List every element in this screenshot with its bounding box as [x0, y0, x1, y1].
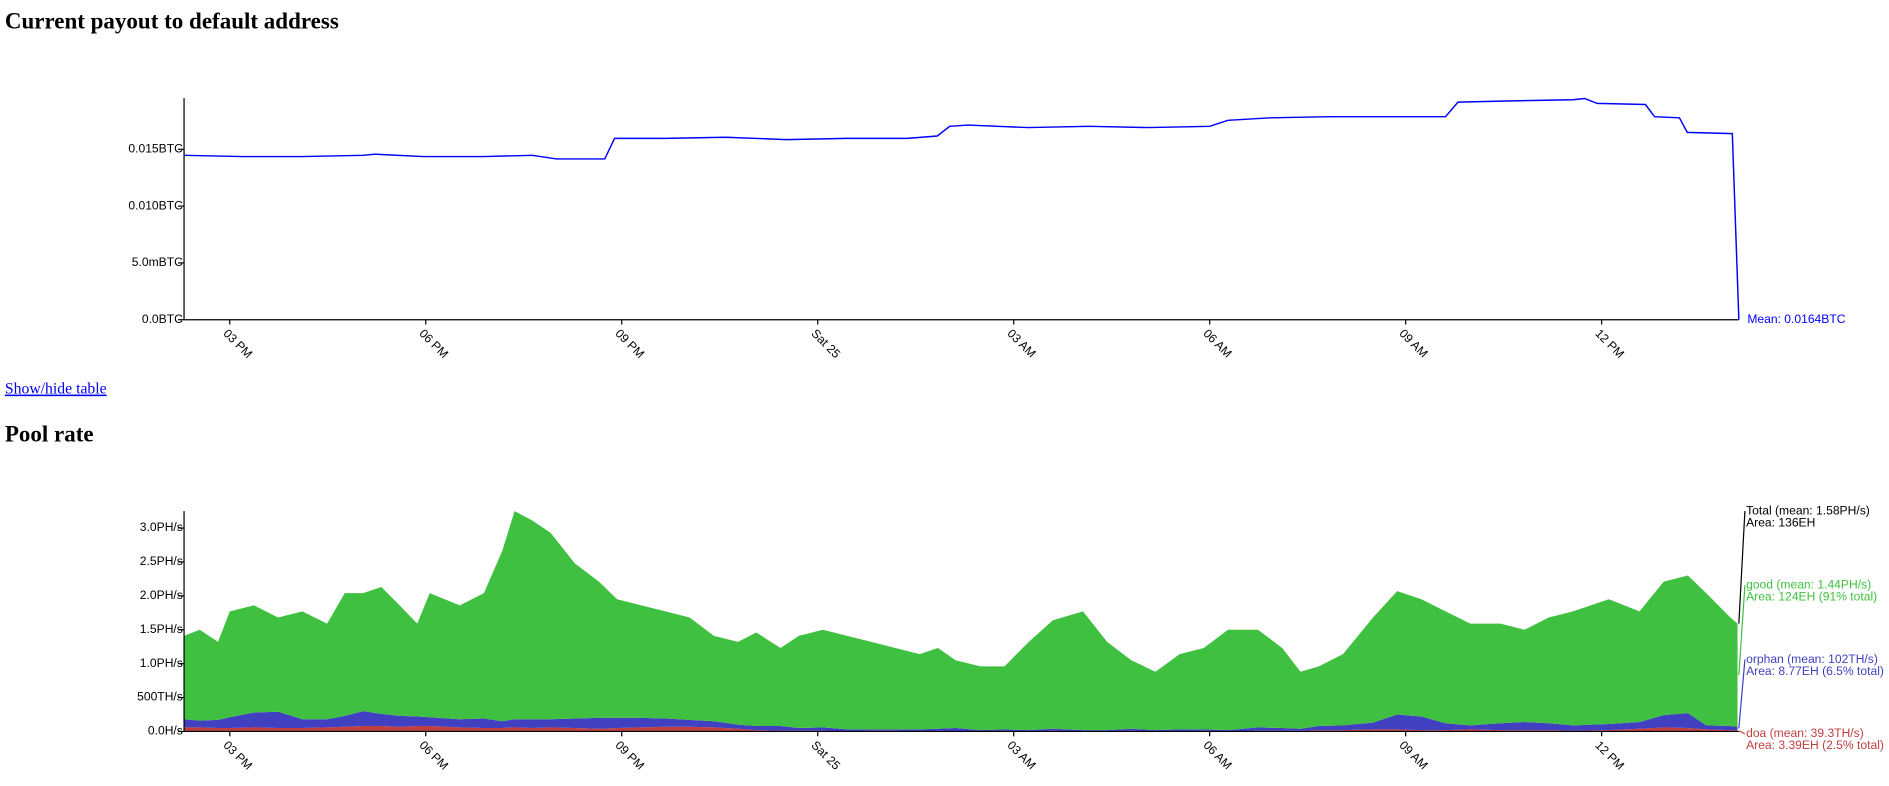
legend-name: good (mean: 1.44PH/s): [1746, 578, 1871, 592]
legend-name: doa (mean: 39.3TH/s): [1746, 726, 1864, 740]
toggle-table-link[interactable]: Show/hide table: [5, 381, 107, 398]
mean-annotation: Mean: 0.0164BTC: [1747, 312, 1845, 326]
x-tick-label: 09 PM: [613, 738, 648, 773]
chart-title: Pool rate: [5, 421, 94, 446]
x-tick-label: 06 AM: [1200, 738, 1234, 772]
area-1: [184, 711, 1738, 732]
y-tick-label: 500TH/s: [137, 690, 183, 704]
y-tick-label: 1.0PH/s: [140, 656, 183, 670]
x-tick-label: 09 PM: [613, 326, 648, 361]
x-tick-label: 03 AM: [1004, 326, 1038, 360]
area-2: [184, 511, 1738, 731]
y-tick-label: 1.5PH/s: [140, 622, 183, 636]
x-tick-label: 06 PM: [417, 326, 452, 361]
legend-connector: [1738, 511, 1746, 624]
x-tick-label: 03 PM: [221, 326, 256, 361]
y-tick-label: 0.010BTC: [128, 198, 183, 212]
legend-name: orphan (mean: 102TH/s): [1746, 652, 1878, 666]
legend-area: Area: 124EH (91% total): [1746, 590, 1877, 604]
legend-area: Area: 8.77EH (6.5% total): [1746, 664, 1884, 678]
y-tick-label: 2.5PH/s: [140, 554, 183, 568]
x-tick-label: 03 AM: [1004, 738, 1038, 772]
y-tick-label: 0.0BTC: [142, 312, 183, 326]
y-tick-label: 0.015BTC: [128, 141, 183, 155]
legend-connector: [1738, 659, 1746, 729]
x-tick-label: 06 PM: [417, 738, 452, 773]
chart-title: Current payout to default address: [5, 8, 339, 33]
x-tick-label: 09 AM: [1396, 326, 1430, 360]
payout-line: [184, 97, 1740, 320]
y-tick-label: 5.0mBTC: [132, 255, 183, 269]
y-tick-label: 0.0H/s: [148, 724, 183, 738]
legend-area: Area: 3.39EH (2.5% total): [1746, 738, 1884, 752]
area-0: [184, 726, 1738, 732]
x-tick-label: Sat 25: [809, 738, 844, 773]
x-tick-label: 12 PM: [1592, 326, 1627, 361]
legend-connector: [1738, 585, 1746, 676]
x-tick-label: 12 PM: [1592, 738, 1627, 773]
y-tick-label: 3.0PH/s: [140, 520, 183, 534]
x-tick-label: 09 AM: [1396, 738, 1430, 772]
x-tick-label: Sat 25: [809, 326, 844, 361]
legend-area: Area: 136EH: [1746, 515, 1815, 529]
x-tick-label: 06 AM: [1200, 326, 1234, 360]
y-tick-label: 2.0PH/s: [140, 588, 183, 602]
legend-name: Total (mean: 1.58PH/s): [1746, 503, 1870, 517]
legend-connector: [1738, 730, 1746, 735]
x-tick-label: 03 PM: [221, 738, 256, 773]
